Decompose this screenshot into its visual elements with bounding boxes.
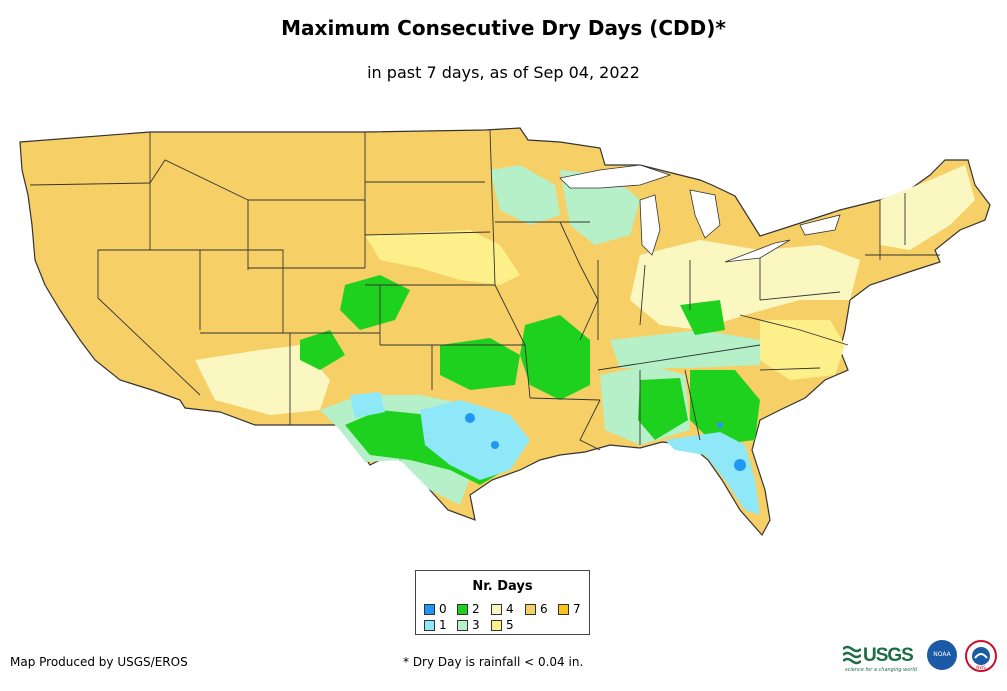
nws-emblem-icon: NWS [972,647,990,670]
zone-3-wisconsin [560,170,640,245]
legend-title: Nr. Days [472,579,533,594]
legend-label: 2 [472,602,480,616]
dry-day-footnote: * Dry Day is rainfall < 0.04 in. [403,655,584,669]
legend-item-7: 7 [558,603,581,615]
legend-item-2: 2 [457,603,480,615]
zone-2-oklahoma [440,338,520,390]
lake-huron [689,189,721,239]
legend-label: 1 [439,618,447,632]
zone-2-missouri [520,315,590,400]
legend-swatch [424,604,435,615]
legend-swatch [558,604,569,615]
usgs-wave-icon [843,645,861,665]
nws-logo: NWS [965,640,997,672]
zone-0-texas-b [491,441,499,449]
zone-3-minnesota [490,165,560,225]
zone-0-florida [734,459,746,471]
zone-1-florida [665,432,760,515]
legend-item-5: 5 [491,619,514,631]
zone-2-georgia [690,370,760,445]
map-title: Maximum Consecutive Dry Days (CDD)* [281,16,726,40]
usgs-tagline: science for a changing world [845,667,917,673]
legend-item-0: 0 [424,603,447,615]
legend-swatch [491,604,502,615]
zone-3-tennessee [610,330,760,368]
lake-erie [724,239,791,263]
lake-michigan [639,194,661,256]
legend-label: 5 [506,618,514,632]
legend-label: 3 [472,618,480,632]
legend-item-3: 3 [457,619,480,631]
legend-label: 0 [439,602,447,616]
agency-logos: USGS science for a changing world NOAA N… [843,640,1003,678]
map-subtitle: in past 7 days, as of Sep 04, 2022 [367,63,640,82]
legend-swatch [525,604,536,615]
legend-item-4: 4 [491,603,514,615]
map-credit: Map Produced by USGS/EROS [10,655,188,669]
lake-ontario [799,214,841,236]
state-boundaries [29,129,940,451]
zone-2-indiana [680,300,725,335]
noaa-logo: NOAA [927,640,957,670]
legend-label: 7 [573,602,581,616]
nws-label: NWS [976,665,986,670]
zone-2-alabama [638,378,688,440]
zone-5-plains [365,230,520,285]
legend-swatch [457,604,468,615]
legend-item-6: 6 [525,603,548,615]
lake-superior [559,164,672,189]
zone-1-texas [420,400,530,480]
zone-4-newengland [880,165,975,250]
zone-5-carolinas [760,320,845,380]
legend-label: 4 [506,602,514,616]
zone-0-georgia [717,422,723,428]
legend-swatch [424,620,435,631]
legend-label: 6 [540,602,548,616]
zone-0-texas-a [465,413,475,423]
zone-1-nm [350,392,385,418]
legend-swatch [457,620,468,631]
zone-2-newmexico [300,330,345,370]
legend-swatch [491,620,502,631]
zone-2-kansas [340,275,410,330]
usgs-logo: USGS [863,645,914,666]
zone-4-southwest [195,345,330,415]
legend-item-1: 1 [424,619,447,631]
legend: Nr. Days 0 1 2 3 4 5 6 7 [415,570,590,635]
